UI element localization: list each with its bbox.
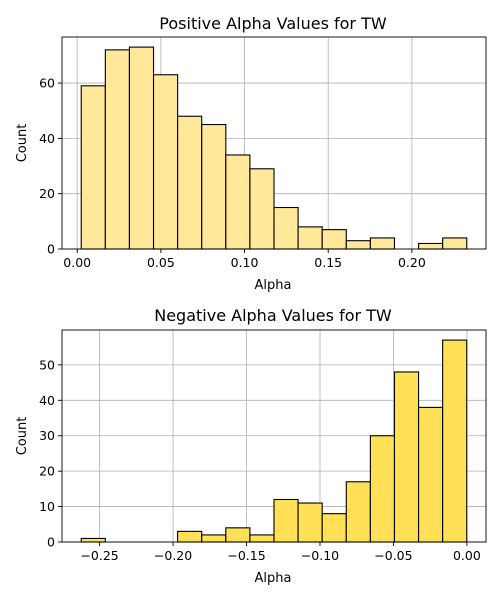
x-tick-label: 0.10 [231, 255, 259, 270]
y-tick-label: 10 [39, 499, 55, 514]
histogram-bar [369, 435, 396, 543]
x-tick-label: −0.20 [154, 548, 192, 563]
histogram-bar [128, 46, 155, 250]
x-tick-label: 0.20 [398, 255, 426, 270]
chart-title: Negative Alpha Values for TW [154, 306, 392, 325]
histogram-bar [345, 481, 371, 543]
y-tick-label: 40 [39, 131, 55, 146]
histogram-bar [442, 339, 468, 543]
histogram-bar [418, 242, 444, 250]
x-tick-label: −0.25 [80, 548, 118, 563]
histogram-bar [177, 530, 203, 543]
histogram-bar [177, 115, 203, 250]
y-tick-label: 20 [39, 186, 55, 201]
y-tick-label: 50 [39, 357, 55, 372]
y-tick-label: 0 [47, 242, 55, 257]
histogram-bar [345, 240, 371, 250]
histogram-bar [201, 123, 227, 250]
histogram-bar [249, 168, 275, 250]
histogram-bar [321, 229, 347, 250]
y-tick-label: 40 [39, 393, 55, 408]
x-axis-label: Alpha [255, 278, 292, 293]
histogram-bar [249, 534, 275, 543]
histogram-bar [369, 237, 396, 250]
histogram-bar [80, 85, 106, 250]
x-tick-label: 0.05 [147, 255, 175, 270]
histogram-bar [152, 74, 179, 250]
x-tick-label: 0.15 [314, 255, 342, 270]
histogram-bar [321, 513, 347, 543]
histogram-bar [225, 527, 251, 543]
histogram-bar [80, 537, 106, 543]
y-tick-label: 30 [39, 428, 55, 443]
histogram-bar [393, 371, 420, 543]
x-tick-label: −0.05 [374, 548, 412, 563]
histogram-bar [442, 237, 468, 250]
negative-alpha-histogram: Negative Alpha Values for TW Alpha Count… [15, 306, 487, 586]
y-tick-label: 20 [39, 464, 55, 479]
x-tick-label: 0.00 [63, 255, 91, 270]
x-tick-label: −0.15 [227, 548, 265, 563]
y-tick-label: 0 [47, 535, 55, 550]
x-axis-label: Alpha [255, 571, 292, 586]
y-tick-label: 60 [39, 76, 55, 91]
histogram-bar [297, 502, 323, 543]
positive-alpha-histogram: Positive Alpha Values for TW Alpha Count… [15, 14, 487, 293]
axes-frame [61, 36, 487, 250]
x-tick-label: 0.00 [453, 548, 481, 563]
histogram-bar [297, 226, 323, 250]
histogram-bar [225, 154, 251, 250]
chart-title: Positive Alpha Values for TW [159, 14, 387, 33]
histogram-bar [201, 534, 227, 543]
histogram-bar [273, 498, 299, 543]
x-tick-label: −0.10 [301, 548, 339, 563]
histogram-bar [104, 49, 130, 250]
histogram-bar [273, 206, 299, 250]
y-axis-label: Count [15, 417, 30, 456]
y-axis-label: Count [15, 124, 30, 163]
histogram-bar [418, 406, 444, 543]
